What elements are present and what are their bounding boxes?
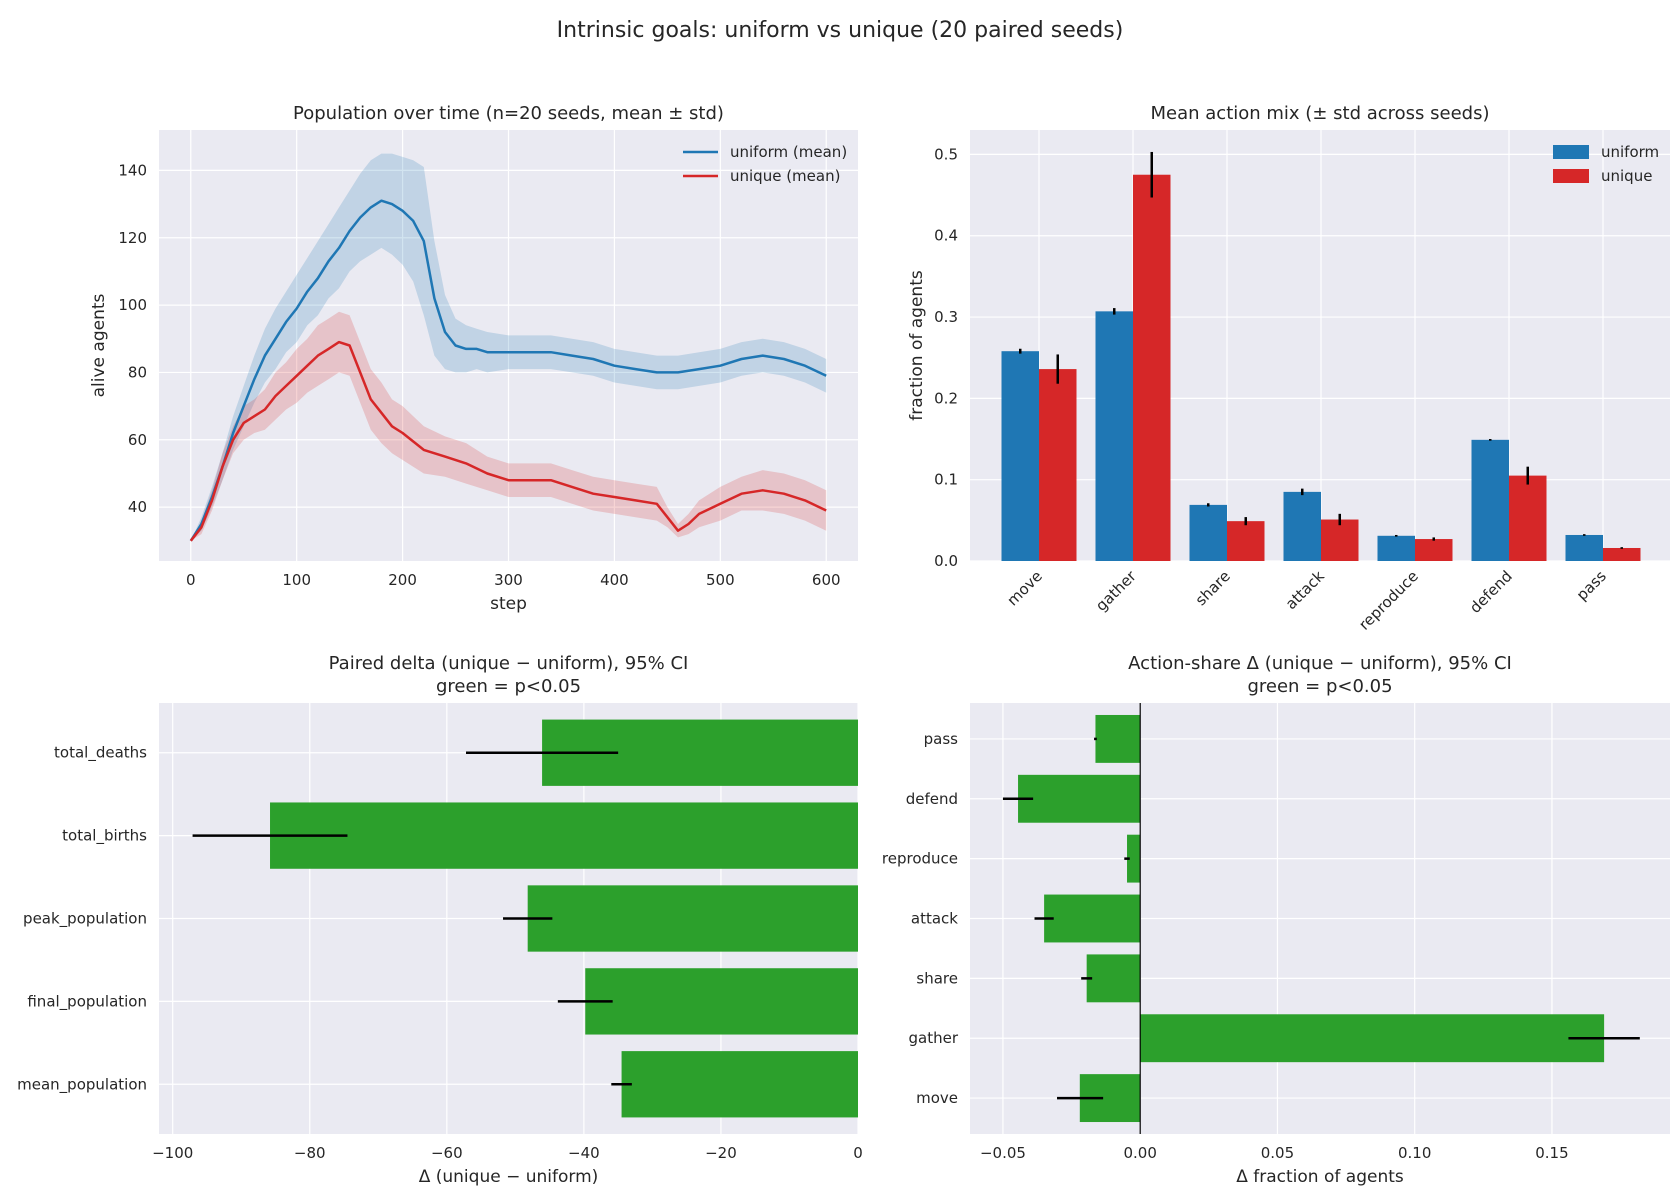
population-x-tick-label: 200 xyxy=(388,571,417,589)
paired-delta-y-tick-label: total_deaths xyxy=(54,744,147,763)
action-share-delta-x-tick-label: 0.05 xyxy=(1261,1144,1294,1162)
action-share-delta-subtitle: green = p<0.05 xyxy=(1247,676,1392,697)
action-mix-x-tick-label: pass xyxy=(1573,567,1610,604)
paired-delta-x-tick-label: −40 xyxy=(568,1144,600,1162)
population-y-tick-label: 140 xyxy=(118,161,147,179)
paired-delta-subtitle: green = p<0.05 xyxy=(436,676,581,697)
paired-delta-y-tick-label: peak_population xyxy=(23,910,147,929)
action-mix-bar-unique-move xyxy=(1039,369,1077,561)
action-mix-legend-swatch xyxy=(1553,145,1589,159)
population-line-unique xyxy=(189,340,827,542)
action-mix-bar-uniform-share xyxy=(1189,504,1227,561)
paired-delta-x-tick-label: −80 xyxy=(294,1144,326,1162)
action-share-delta-x-tick-label: −0.05 xyxy=(980,1144,1026,1162)
paired-delta-x-axis-label: Δ (unique − uniform) xyxy=(419,1167,599,1187)
action-mix-legend-swatch xyxy=(1553,169,1589,183)
paired-delta-bar-mean_population xyxy=(621,1051,858,1118)
population-x-tick-label: 600 xyxy=(812,571,841,589)
action-mix-bar-uniform-defend xyxy=(1471,439,1509,561)
action-share-delta-y-tick-label: attack xyxy=(911,910,958,928)
action-mix-bar-uniform-move xyxy=(1001,351,1039,561)
paired-delta-title: Paired delta (unique − uniform), 95% CI xyxy=(329,653,689,674)
paired-delta-bar-final_population xyxy=(585,968,858,1035)
population-x-tick-label: 500 xyxy=(706,571,735,589)
paired-delta-x-tick-label: 0 xyxy=(853,1144,863,1162)
action-share-delta-y-tick-label: reproduce xyxy=(882,850,958,868)
action-share-delta-bar-attack xyxy=(1044,894,1141,943)
population-legend-label: unique (mean) xyxy=(730,167,840,185)
action-mix-bar-uniform-pass xyxy=(1565,534,1603,561)
action-mix-title: Mean action mix (± std across seeds) xyxy=(1151,103,1490,124)
action-mix-plot-area xyxy=(970,130,1670,561)
action-mix-x-tick-label: share xyxy=(1192,567,1234,609)
action-share-delta-bar-reproduce xyxy=(1127,834,1141,883)
population-y-tick-label: 40 xyxy=(128,498,147,516)
action-mix-bar-unique-gather xyxy=(1133,174,1171,561)
action-share-delta-bar-defend xyxy=(1018,774,1141,823)
population-legend-label: uniform (mean) xyxy=(730,143,847,161)
action-mix-x-tick-label: reproduce xyxy=(1355,567,1422,634)
action-mix-y-tick-label: 0.0 xyxy=(934,552,958,570)
action-mix-y-tick-label: 0.3 xyxy=(934,308,958,326)
population-x-axis-label: step xyxy=(490,594,527,614)
action-mix-x-tick-label: move xyxy=(1003,567,1045,609)
population-title: Population over time (n=20 seeds, mean ±… xyxy=(293,103,724,124)
action-share-delta-y-tick-label: pass xyxy=(924,730,959,748)
paired-delta-y-tick-label: total_births xyxy=(62,827,147,846)
population-line-uniform xyxy=(189,199,827,542)
action-mix-y-tick-label: 0.1 xyxy=(934,471,958,489)
action-mix-x-tick-label: gather xyxy=(1092,567,1140,615)
paired-delta-bar-peak_population xyxy=(527,885,858,952)
action-mix-x-tick-label: attack xyxy=(1282,567,1328,613)
action-mix-bar-uniform-reproduce xyxy=(1377,535,1415,561)
action-share-delta-y-tick-label: defend xyxy=(906,790,958,808)
action-share-delta-x-tick-label: 0.15 xyxy=(1535,1144,1568,1162)
action-share-delta-x-tick-label: 0.00 xyxy=(1123,1144,1156,1162)
action-mix-legend-label: unique xyxy=(1601,167,1652,185)
action-mix-y-tick-label: 0.5 xyxy=(934,145,958,163)
population-band-unique xyxy=(190,311,827,541)
population-y-tick-label: 120 xyxy=(118,229,147,247)
action-share-delta-bar-share xyxy=(1086,954,1141,1003)
action-mix-bar-unique-defend xyxy=(1509,475,1547,561)
paired-delta-x-tick-label: −100 xyxy=(152,1144,193,1162)
action-mix-bar-unique-attack xyxy=(1321,519,1359,561)
action-mix-y-axis-label: fraction of agents xyxy=(907,270,927,421)
population-y-tick-label: 80 xyxy=(128,363,147,381)
action-share-delta-x-axis-label: Δ fraction of agents xyxy=(1236,1167,1404,1187)
action-mix-bar-uniform-gather xyxy=(1095,311,1133,561)
paired-delta-x-tick-label: −60 xyxy=(431,1144,463,1162)
action-share-delta-x-tick-label: 0.10 xyxy=(1398,1144,1431,1162)
action-mix-bar-unique-share xyxy=(1227,521,1265,561)
action-share-delta-bar-pass xyxy=(1095,714,1141,763)
population-band-uniform xyxy=(190,153,827,541)
population-x-tick-label: 0 xyxy=(186,571,196,589)
action-mix-legend-label: uniform xyxy=(1601,143,1659,161)
action-share-delta-y-tick-label: share xyxy=(916,969,958,987)
action-mix-x-tick-label: defend xyxy=(1466,567,1516,617)
action-mix-bar-unique-reproduce xyxy=(1415,539,1453,561)
paired-delta-x-tick-label: −20 xyxy=(705,1144,737,1162)
figure-title: Intrinsic goals: uniform vs unique (20 p… xyxy=(556,18,1124,43)
paired-delta-y-tick-label: final_population xyxy=(27,992,147,1011)
population-x-tick-label: 300 xyxy=(494,571,523,589)
action-share-delta-bar-gather xyxy=(1140,1014,1605,1063)
population-y-tick-label: 100 xyxy=(118,296,147,314)
action-share-delta-title: Action-share Δ (unique − uniform), 95% C… xyxy=(1128,653,1512,674)
action-mix-y-tick-label: 0.4 xyxy=(934,227,958,245)
population-x-tick-label: 400 xyxy=(600,571,629,589)
population-x-tick-label: 100 xyxy=(282,571,311,589)
action-mix-bar-uniform-attack xyxy=(1283,491,1321,561)
action-mix-bar-unique-pass xyxy=(1603,547,1641,561)
population-y-axis-label: alive agents xyxy=(89,293,109,397)
population-y-tick-label: 60 xyxy=(128,431,147,449)
action-mix-y-tick-label: 0.2 xyxy=(934,389,958,407)
paired-delta-bar-total_births xyxy=(270,802,858,869)
paired-delta-y-tick-label: mean_population xyxy=(17,1075,147,1094)
action-share-delta-y-tick-label: move xyxy=(916,1089,958,1107)
action-share-delta-y-tick-label: gather xyxy=(909,1029,959,1047)
